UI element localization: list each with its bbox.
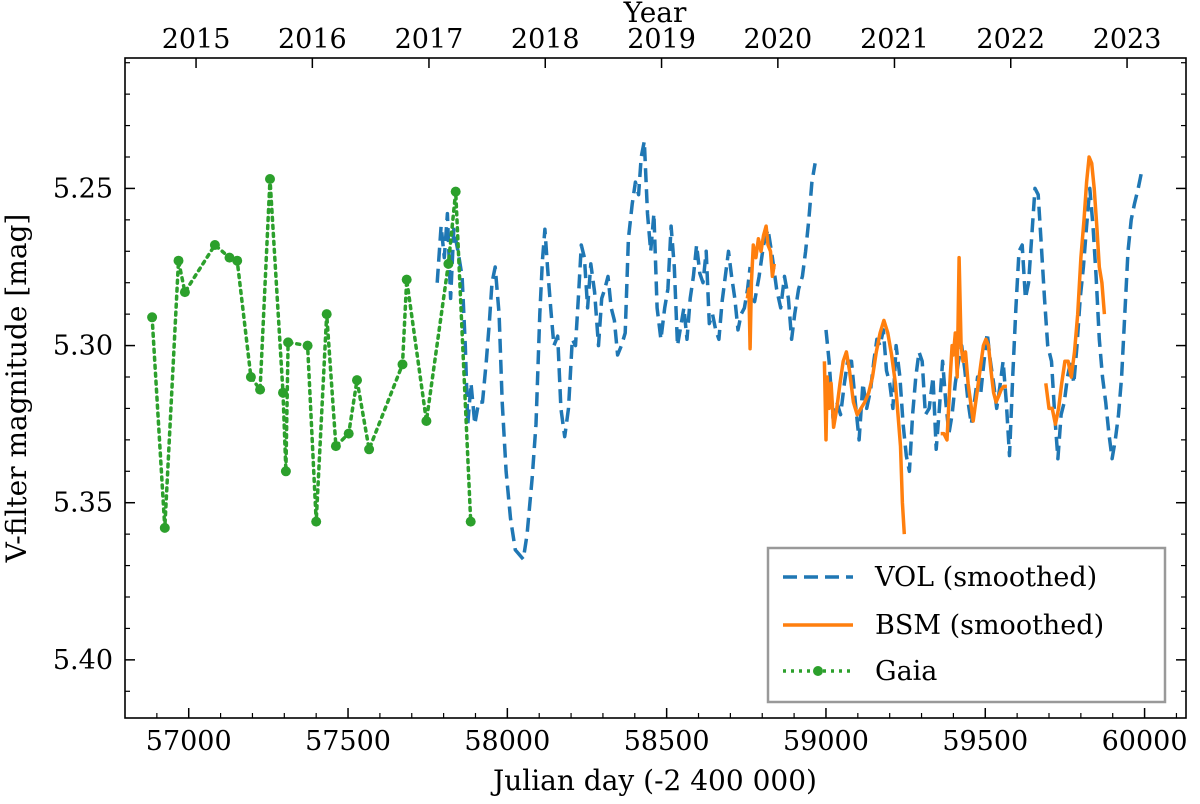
vol-series-line-1 (749, 163, 817, 342)
gaia-series-line (150, 178, 473, 529)
gaia-point-23 (443, 258, 454, 269)
top-tick-label-2: 2017 (395, 24, 464, 55)
gaia-point-14 (311, 516, 322, 527)
x-tick-label-4: 59000 (783, 726, 869, 757)
x-axis-label: Julian day (-2 400 000) (490, 764, 817, 797)
gaia-point-0 (147, 312, 158, 323)
top-tick-label-3: 2018 (511, 24, 580, 55)
top-tick-label-4: 2019 (627, 24, 696, 55)
gaia-point-2 (173, 255, 184, 266)
top-tick-label-8: 2023 (1093, 24, 1162, 55)
gaia-point-11 (280, 466, 291, 477)
x-tick-label-1: 57500 (305, 726, 391, 757)
gaia-point-1 (159, 522, 170, 533)
top-tick-label-7: 2022 (976, 24, 1045, 55)
x-tick-label-3: 58500 (624, 726, 710, 757)
gaia-point-3 (179, 287, 190, 298)
x-tick-label-6: 60000 (1102, 726, 1188, 757)
gaia-point-19 (364, 444, 375, 455)
legend-gaia-marker (813, 666, 823, 676)
vol-series-line-0 (435, 139, 752, 562)
bsm-series-line-2 (940, 255, 1007, 442)
plot-frame (124, 57, 1187, 719)
top-tick-label-6: 2021 (860, 24, 929, 55)
plot-area (147, 139, 1144, 562)
y-axis-label: V-filter magnitude [mag] (0, 214, 33, 564)
axes-ticks: 57000 57500 58000 58500 59000 59500 60000 2015 2… (53, 24, 1188, 757)
gaia-point-6 (232, 255, 243, 266)
gaia-point-24 (450, 186, 461, 197)
bsm-series-line-0 (745, 224, 777, 351)
gaia-point-20 (397, 359, 408, 370)
gaia-point-25 (465, 516, 476, 527)
gaia-point-18 (352, 375, 362, 386)
gaia-point-9 (265, 174, 275, 184)
bsm-series-line-1 (822, 318, 907, 535)
legend-bsm-label: BSM (smoothed) (875, 610, 1104, 641)
gaia-point-17 (343, 428, 354, 439)
legend: VOL (smoothed) BSM (smoothed) Gaia (766, 546, 1167, 704)
gaia-point-10 (278, 387, 288, 398)
top-tick-label-5: 2020 (743, 24, 812, 55)
legend-vol-label: VOL (smoothed) (874, 562, 1097, 593)
gaia-point-5 (224, 252, 235, 263)
gaia-point-21 (401, 274, 412, 285)
gaia-point-15 (321, 309, 332, 320)
x-tick-label-0: 57000 (146, 726, 232, 757)
series-group (147, 139, 1144, 562)
gaia-point-7 (245, 372, 256, 382)
legend-gaia-label: Gaia (875, 656, 937, 687)
top-tick-label-1: 2016 (278, 24, 347, 55)
vol-series-line-2 (824, 172, 1144, 474)
top-axis-label: Year (623, 0, 687, 29)
gaia-point-13 (302, 340, 313, 351)
top-tick-label-0: 2015 (162, 24, 231, 55)
y-tick-label-1: 5.30 (53, 331, 113, 362)
gaia-point-16 (330, 441, 341, 452)
x-tick-label-2: 58000 (464, 726, 550, 757)
y-tick-label-0: 5.25 (53, 173, 113, 204)
gaia-point-12 (283, 337, 294, 348)
x-tick-label-5: 59500 (942, 726, 1028, 757)
gaia-point-22 (421, 416, 432, 426)
gaia-point-4 (209, 240, 220, 250)
bsm-series-line-3 (1044, 155, 1107, 426)
gaia-point-8 (255, 384, 266, 395)
y-tick-label-3: 5.40 (53, 645, 113, 676)
y-tick-label-2: 5.35 (53, 488, 113, 519)
